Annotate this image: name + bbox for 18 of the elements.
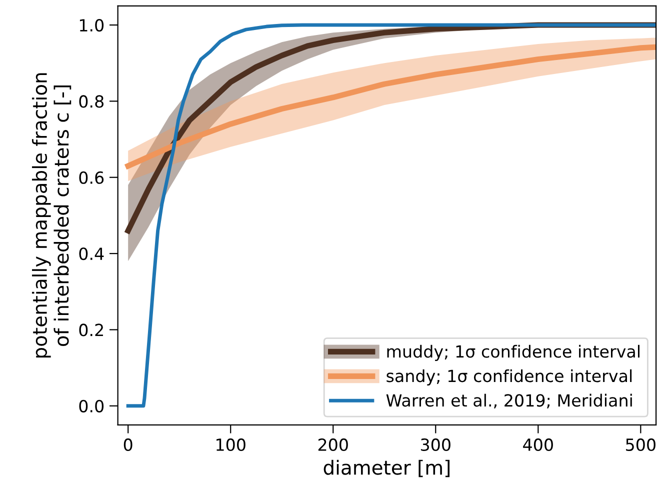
x-tick-label: 0 [124,438,132,452]
x-tick-label: 300 [421,438,450,452]
y-axis-title: potentially mappable fraction of interbedded craters c [-] [32,73,72,358]
x-axis-title: diameter [m] [324,460,450,478]
y-tick-label: 0.0 [79,400,104,412]
x-tick-label: 400 [523,438,553,452]
x-tick-label: 200 [318,438,348,452]
legend-label: Warren et al., 2019; Meridiani [386,394,632,408]
y-tick-label: 0.6 [79,171,104,184]
legend-label: muddy; 1σ confidence interval [387,344,640,362]
y-tick-label: 0.8 [79,95,104,108]
x-tick-label: 100 [216,438,246,452]
y-tick-label: 0.4 [79,248,104,260]
legend-label: sandy; 1σ confidence interval [386,369,632,386]
y-tick-label: 1.0 [80,18,104,32]
x-tick-label: 500 [626,438,656,452]
line-series [126,23,656,408]
y-tick-label: 0.2 [79,324,103,336]
